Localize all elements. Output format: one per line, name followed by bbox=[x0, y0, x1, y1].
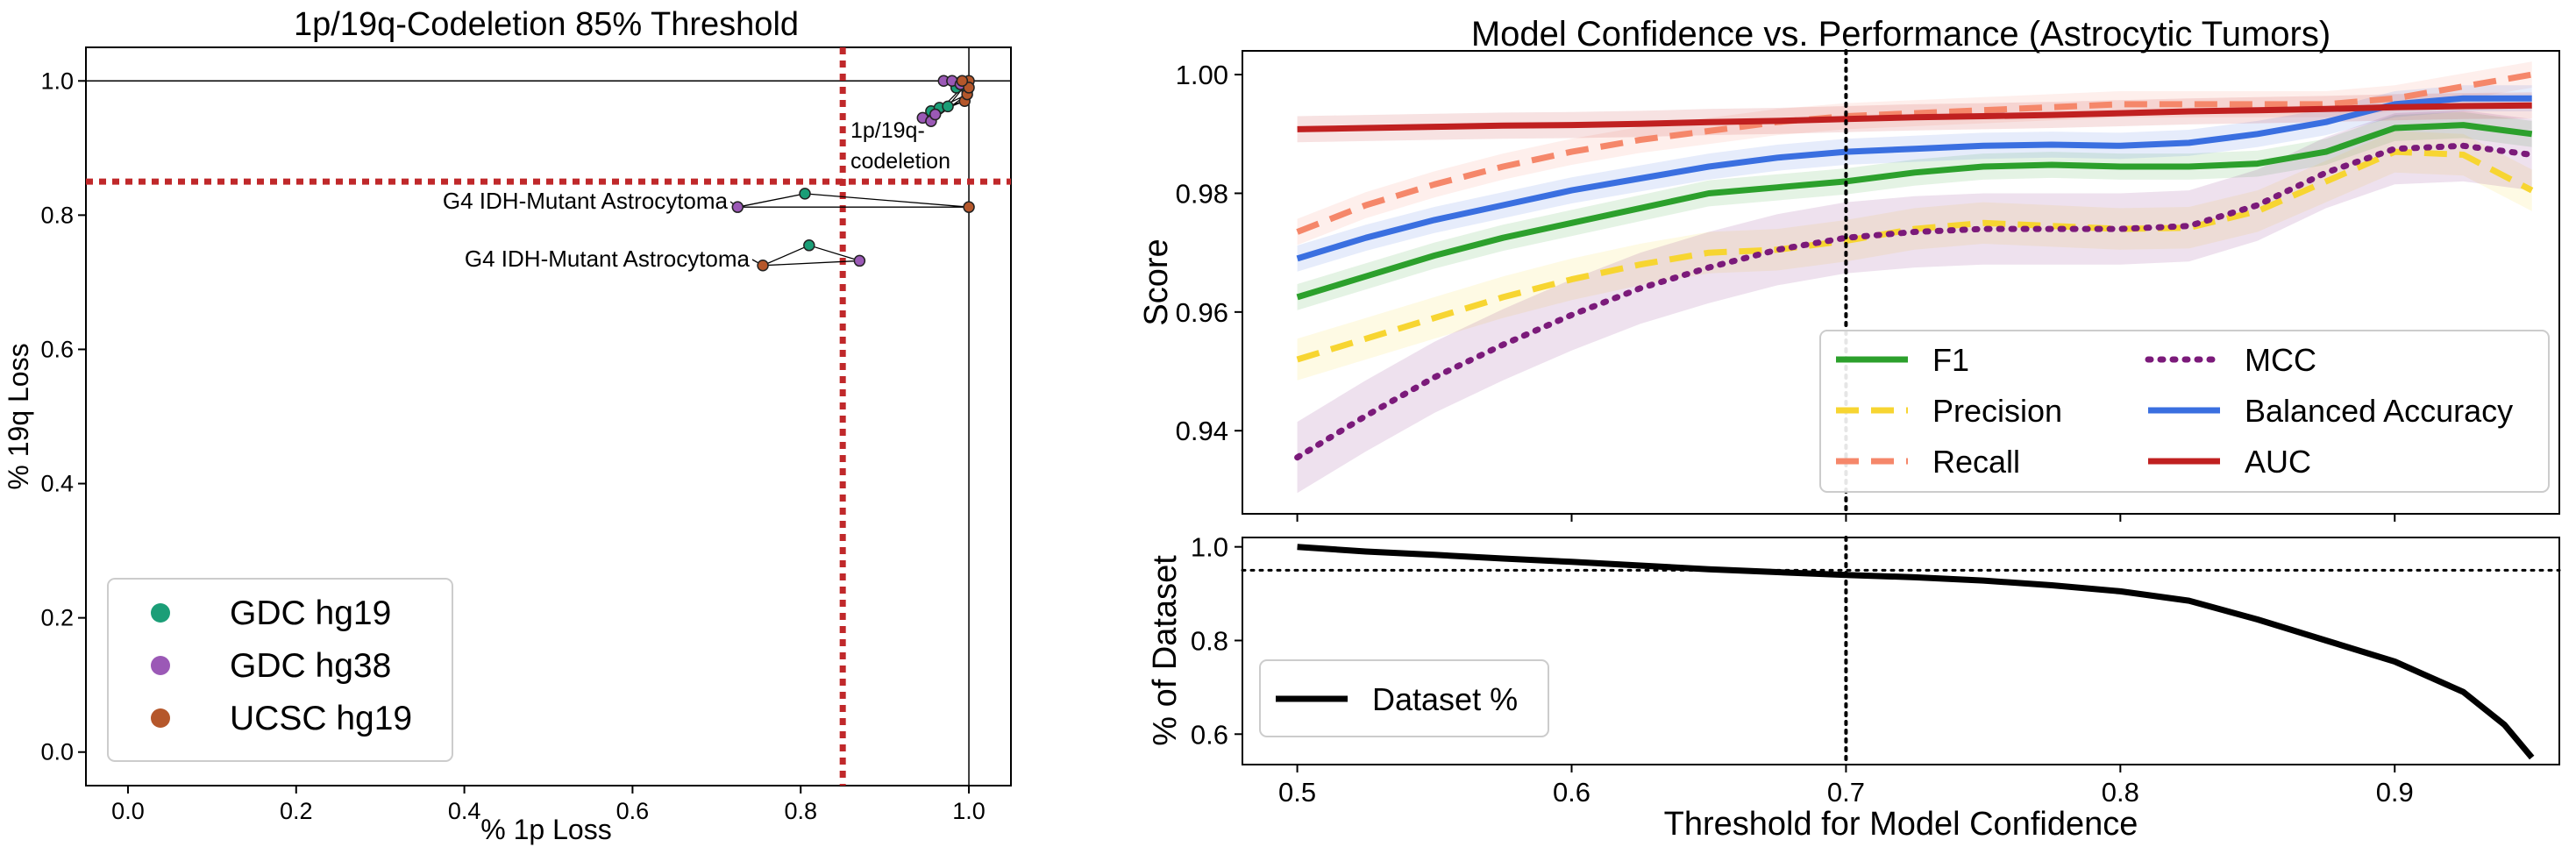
scatter-y-tick-label: 0.8 bbox=[40, 202, 74, 228]
scatter-legend: GDC hg19 GDC hg38 UCSC hg19 bbox=[107, 578, 453, 762]
confidence-band bbox=[1297, 85, 2532, 272]
series-line bbox=[1297, 544, 2535, 760]
scatter-x-tick-label: 0.4 bbox=[448, 798, 481, 824]
series-line bbox=[1296, 122, 2533, 301]
scatter-x-tick-label: 0.8 bbox=[784, 798, 817, 824]
series-line bbox=[1296, 71, 2533, 235]
scatter-x-tick-label: 1.0 bbox=[952, 798, 986, 824]
scatter-point bbox=[853, 254, 866, 267]
legend-label: MCC bbox=[2245, 342, 2316, 378]
scatter-point bbox=[963, 201, 975, 213]
confidence-band bbox=[1297, 131, 2532, 381]
dataset-lines bbox=[1241, 536, 2561, 766]
confidence-band bbox=[1297, 111, 2532, 310]
scatter-ylabel: % 19q Loss bbox=[3, 343, 34, 489]
series-line bbox=[1294, 142, 2536, 461]
legend-label: Precision bbox=[1932, 393, 2062, 429]
dataset-ticks: 0.5 0.6 0.7 0.8 0.9 0.6 0.8 1.0 bbox=[1191, 532, 2414, 808]
scatter-point bbox=[929, 108, 942, 121]
legend-marker bbox=[151, 708, 170, 728]
performance-y-tick-label: 0.98 bbox=[1176, 178, 1228, 209]
scatter-plot-frame bbox=[85, 46, 1012, 786]
scatter-y-tick-label: 0.6 bbox=[40, 336, 74, 362]
legend-label: GDC hg19 bbox=[230, 594, 391, 632]
annotation-astrocytoma-1: G4 IDH-Mutant Astrocytoma bbox=[443, 188, 729, 214]
performance-y-tick-label: 1.00 bbox=[1176, 60, 1228, 90]
dataset-legend: Dataset % bbox=[1259, 659, 1549, 737]
scatter-point bbox=[803, 239, 815, 252]
scatter-annotations: 1p/19q- codeletion G4 IDH-Mutant Astrocy… bbox=[443, 118, 950, 272]
scatter-ticks: 0.0 0.2 0.4 0.6 0.8 1.0 0.0 0.2 0.4 0.6 0.8 1.0 bbox=[40, 68, 985, 824]
sample-connector bbox=[762, 245, 810, 267]
scatter-title: 1p/19q-Codeletion 85% Threshold bbox=[294, 6, 799, 43]
annotation-codeletion-line1: 1p/19q- bbox=[850, 118, 925, 143]
sample-connector bbox=[763, 260, 860, 267]
dataset-y-tick-label: 0.8 bbox=[1191, 625, 1228, 656]
dataset-plot-frame bbox=[1242, 537, 2560, 765]
dataset-panel: 0.5 0.6 0.7 0.8 0.9 0.6 0.8 1.0 Threshold for M… bbox=[1147, 532, 2561, 843]
legend-label: GDC hg38 bbox=[230, 647, 391, 685]
performance-title: Model Confidence vs. Performance (Astroc… bbox=[1471, 15, 2330, 53]
performance-plot-frame bbox=[1242, 50, 2560, 515]
legend-label: Balanced Accuracy bbox=[2245, 393, 2513, 429]
performance-legend: F1 Precision Recall MCC Balanced Accuracy AUC bbox=[1819, 330, 2550, 493]
dataset-y-tick-label: 1.0 bbox=[1191, 532, 1228, 563]
dataset-ylabel: % of Dataset bbox=[1147, 555, 1184, 746]
scatter-threshold-lines bbox=[86, 47, 1011, 786]
scatter-point bbox=[799, 188, 811, 200]
scatter-point bbox=[731, 201, 744, 213]
legend-marker bbox=[151, 656, 170, 675]
performance-lines bbox=[1294, 49, 2536, 516]
dataset-x-tick-label: 0.5 bbox=[1278, 777, 1316, 808]
performance-ticks: 0.94 0.96 0.98 1.00 bbox=[1176, 60, 2396, 522]
scatter-points bbox=[731, 75, 975, 272]
sample-connector bbox=[737, 193, 806, 208]
scatter-y-tick-label: 0.0 bbox=[40, 739, 74, 765]
dataset-x-tick-label: 0.6 bbox=[1553, 777, 1590, 808]
sample-connector bbox=[804, 193, 970, 208]
performance-y-tick-label: 0.96 bbox=[1176, 297, 1228, 328]
performance-panel: Model Confidence vs. Performance (Astroc… bbox=[1138, 15, 2560, 522]
legend-label: UCSC hg19 bbox=[230, 700, 412, 737]
scatter-legend-box bbox=[107, 578, 453, 762]
legend-marker bbox=[151, 603, 170, 623]
scatter-point bbox=[956, 75, 969, 88]
scatter-x-tick-label: 0.2 bbox=[280, 798, 313, 824]
dataset-xlabel: Threshold for Model Confidence bbox=[1664, 806, 2138, 843]
scatter-y-tick-label: 0.2 bbox=[40, 605, 74, 631]
scatter-connector-lines bbox=[729, 80, 970, 267]
series-line bbox=[1296, 95, 2532, 262]
dataset-x-tick-label: 0.9 bbox=[2376, 777, 2414, 808]
dataset-y-tick-label: 0.6 bbox=[1191, 719, 1228, 750]
annotation-astrocytoma-2: G4 IDH-Mutant Astrocytoma bbox=[465, 246, 751, 272]
scatter-x-tick-label: 0.6 bbox=[616, 798, 650, 824]
legend-label: Recall bbox=[1932, 444, 2020, 480]
scatter-y-tick-label: 0.4 bbox=[40, 471, 74, 497]
scatter-point bbox=[942, 100, 954, 113]
series-line bbox=[1297, 102, 2532, 132]
scatter-xlabel: % 1p Loss bbox=[480, 814, 611, 845]
dataset-x-tick-label: 0.8 bbox=[2102, 777, 2139, 808]
confidence-band bbox=[1297, 61, 2532, 246]
performance-ylabel: Score bbox=[1138, 238, 1175, 325]
sample-connector bbox=[808, 245, 860, 262]
confidence-band bbox=[1297, 110, 2532, 494]
dataset-x-tick-label: 0.7 bbox=[1827, 777, 1865, 808]
scatter-x-tick-label: 0.0 bbox=[111, 798, 145, 824]
dataset-legend-box bbox=[1259, 659, 1549, 737]
legend-label: AUC bbox=[2245, 444, 2311, 480]
legend-label: Dataset % bbox=[1372, 681, 1518, 717]
scatter-y-tick-label: 1.0 bbox=[40, 68, 74, 94]
performance-y-tick-label: 0.94 bbox=[1176, 416, 1228, 446]
annotation-codeletion-line2: codeletion bbox=[850, 149, 950, 174]
scatter-panel: 1p/19q-Codeletion 85% Threshold 0.0 0.2 0.… bbox=[3, 6, 1012, 845]
scatter-point bbox=[757, 260, 769, 272]
legend-label: F1 bbox=[1932, 342, 1969, 378]
